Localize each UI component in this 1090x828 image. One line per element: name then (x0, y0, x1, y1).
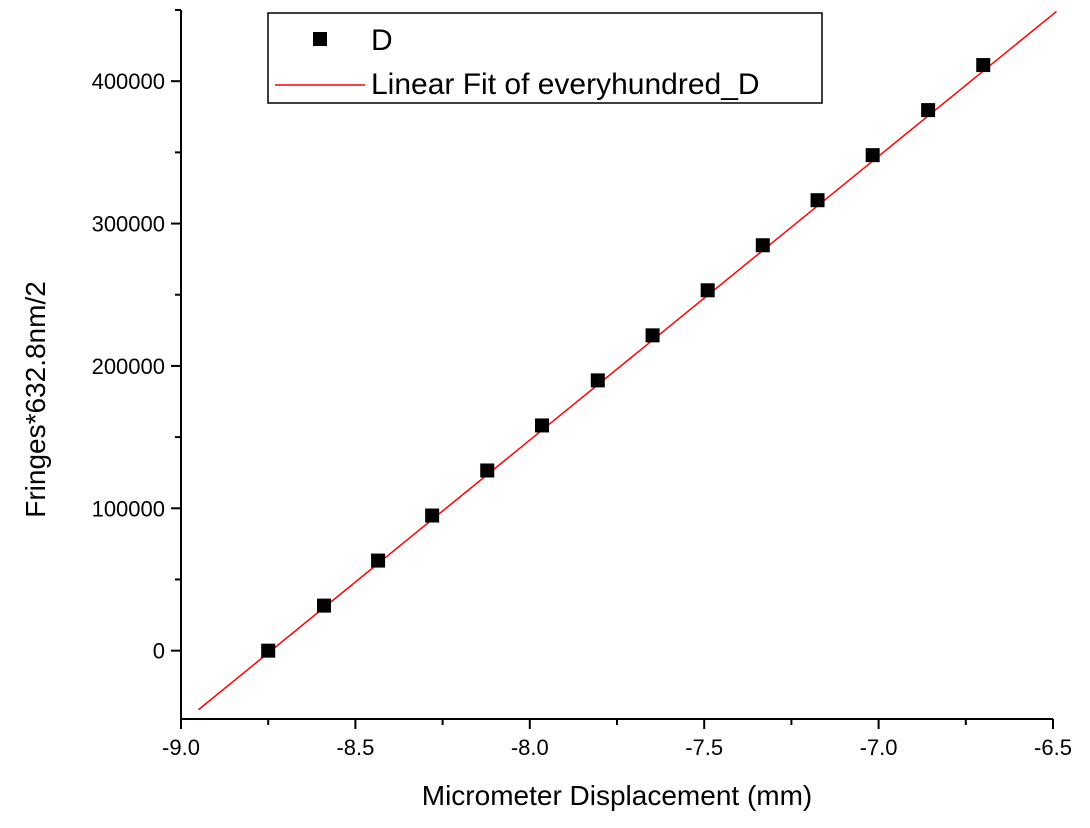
y-axis-title: Fringes*632.8nm/2 (20, 281, 51, 518)
x-tick-label: -6.5 (1034, 735, 1072, 760)
data-point (865, 148, 880, 163)
y-tick-label: 0 (153, 639, 165, 664)
y-tick-label: 300000 (92, 212, 165, 237)
data-point (921, 103, 936, 118)
data-point (976, 58, 991, 73)
data-point (810, 193, 825, 208)
x-tick-label: -8.0 (511, 735, 549, 760)
x-tick-label: -9.0 (162, 735, 200, 760)
data-point (535, 418, 550, 433)
y-tick-label: 100000 (92, 496, 165, 521)
x-axis-title: Micrometer Displacement (mm) (422, 780, 813, 811)
data-point (317, 598, 332, 613)
ticks: -9.0 -8.5 -8.0 -7.5 -7.0 -6.5 0 100000 200000 300… (92, 9, 1072, 760)
fit-line (197, 10, 1057, 711)
data-point (425, 508, 440, 523)
legend-marker-D (313, 32, 327, 46)
data-point (590, 373, 605, 388)
legend-label-fit: Linear Fit of everyhundred_D (371, 68, 760, 101)
y-tick-label: 200000 (92, 354, 165, 379)
data-point (645, 328, 660, 343)
x-tick-label: -8.5 (336, 735, 374, 760)
x-tick-label: -7.0 (860, 735, 898, 760)
legend-label-D: D (371, 24, 393, 57)
x-tick-label: -7.5 (685, 735, 723, 760)
data-point (261, 643, 276, 658)
data-point (480, 463, 495, 478)
data-point (700, 283, 715, 298)
y-tick-label: 400000 (92, 69, 165, 94)
legend-box (267, 12, 823, 104)
plot-area (197, 10, 1057, 711)
data-point (371, 553, 386, 568)
legend: D Linear Fit of everyhundred_D (267, 12, 823, 104)
data-point (755, 238, 770, 253)
